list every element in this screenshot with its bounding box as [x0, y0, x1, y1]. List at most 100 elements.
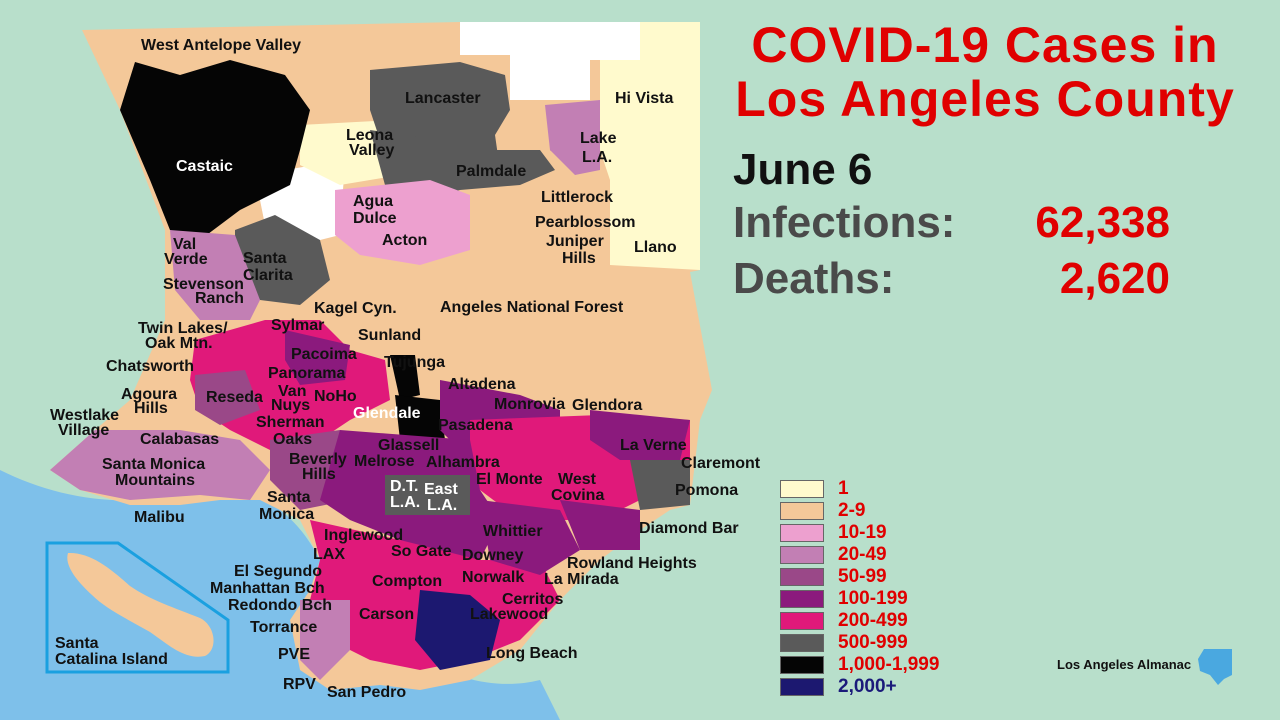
label-pomona: Pomona: [675, 482, 738, 499]
region-lake-la: [545, 100, 600, 175]
label-nuys: Nuys: [271, 397, 310, 414]
legend-label: 20-49: [838, 544, 887, 565]
label-kagel: Kagel Cyn.: [314, 300, 397, 317]
legend: 1 2-9 10-19 20-49 50-99 100-199 200-499 …: [780, 478, 939, 698]
ocean: [0, 470, 560, 720]
label-rpv: RPV: [283, 676, 316, 693]
label-melrose: Melrose: [354, 453, 415, 470]
label-santa-monica-2: Monica: [259, 506, 314, 523]
credit-text: Los Angeles Almanac: [1057, 657, 1192, 672]
catalina-island: [67, 552, 214, 657]
region-dtla: [385, 475, 470, 515]
legend-item: 1: [780, 478, 939, 500]
region-castaic: [120, 60, 310, 240]
label-van: Van: [278, 383, 306, 400]
legend-label: 200-499: [838, 610, 908, 631]
label-rowland: Rowland Heights: [567, 555, 697, 572]
label-sylmar: Sylmar: [271, 317, 324, 334]
label-twin: Twin Lakes/: [138, 320, 228, 337]
label-la-mirada: La Mirada: [544, 571, 619, 588]
title-line-1: COVID-19 Cases in: [751, 17, 1219, 73]
label-lake: Lake: [580, 130, 617, 147]
label-so-gate: So Gate: [391, 543, 452, 560]
label-tujunga: Tujunga: [384, 354, 445, 371]
label-pasadena: Pasadena: [438, 417, 513, 434]
label-redondo: Redondo Bch: [228, 597, 332, 614]
label-santa-monica-1: Santa: [267, 489, 311, 506]
label-littlerock: Littlerock: [541, 189, 613, 206]
place-labels: West Antelope Valley Hi Vista Lancaster …: [50, 37, 761, 701]
label-compton: Compton: [372, 573, 442, 590]
label-lancaster: Lancaster: [405, 90, 481, 107]
legend-label: 2,000+: [838, 676, 897, 697]
legend-swatch: [780, 546, 824, 564]
label-lake-la: L.A.: [582, 149, 612, 166]
legend-label: 100-199: [838, 588, 908, 609]
legend-item: 100-199: [780, 588, 939, 610]
label-valley: Valley: [349, 142, 394, 159]
label-castaic: Castaic: [176, 158, 233, 175]
legend-item: 500-999: [780, 632, 939, 654]
label-llano: Llano: [634, 239, 677, 256]
region-sm-mountains: [50, 430, 270, 500]
label-juniper: Juniper: [546, 233, 604, 250]
legend-label: 1: [838, 478, 849, 499]
legend-item: 10-19: [780, 522, 939, 544]
legend-label: 10-19: [838, 522, 887, 543]
label-verde: Verde: [164, 251, 208, 268]
region-whittier: [480, 500, 580, 575]
region-santa-clarita: [235, 215, 330, 305]
region-blank-north: [460, 22, 640, 100]
legend-swatch: [780, 612, 824, 630]
label-val: Val: [173, 236, 196, 253]
label-la-verne: La Verne: [620, 437, 687, 454]
label-long-beach: Long Beach: [486, 645, 578, 662]
label-pve: PVE: [278, 646, 310, 663]
label-noho: NoHo: [314, 388, 357, 405]
label-norwalk: Norwalk: [462, 569, 524, 586]
region-reseda: [195, 370, 260, 425]
label-dulce: Dulce: [353, 210, 397, 227]
label-cerritos: Cerritos: [502, 591, 563, 608]
legend-item: 200-499: [780, 610, 939, 632]
label-manhattan: Manhattan Bch: [210, 580, 325, 597]
region-pomona: [630, 460, 690, 510]
deaths-label: Deaths:: [733, 254, 895, 303]
label-hills: Hills: [562, 250, 596, 267]
label-smm-1: Santa Monica: [102, 456, 205, 473]
region-acton: [335, 180, 470, 265]
label-sunland: Sunland: [358, 327, 421, 344]
legend-item: 2-9: [780, 500, 939, 522]
label-glendale: Glendale: [353, 405, 421, 422]
region-glendale: [395, 395, 445, 440]
label-pearblossom: Pearblossom: [535, 214, 635, 231]
label-catalina-1: Santa: [55, 635, 99, 652]
label-westlake: Westlake: [50, 407, 119, 424]
label-monrovia: Monrovia: [494, 396, 565, 413]
label-lakewood: Lakewood: [470, 606, 548, 623]
label-san-pedro: San Pedro: [327, 684, 406, 701]
label-alhambra: Alhambra: [426, 454, 500, 471]
label-chatsworth: Chatsworth: [106, 358, 194, 375]
label-lax: LAX: [313, 546, 345, 563]
label-dt: D.T.: [390, 478, 418, 495]
label-oaks: Oaks: [273, 431, 312, 448]
legend-swatch: [780, 634, 824, 652]
label-pacoima: Pacoima: [291, 346, 357, 363]
legend-item: 50-99: [780, 566, 939, 588]
region-long-beach: [415, 590, 500, 670]
label-hi-vista: Hi Vista: [615, 90, 674, 107]
legend-swatch: [780, 502, 824, 520]
label-east-la: L.A.: [427, 497, 457, 514]
label-west: West: [558, 471, 597, 488]
legend-swatch: [780, 524, 824, 542]
label-calabasas: Calabasas: [140, 431, 219, 448]
region-val-verde: [170, 230, 260, 320]
region-hi-vista: [600, 22, 700, 270]
infections-label: Infections:: [733, 198, 956, 247]
label-el-segundo: El Segundo: [234, 563, 322, 580]
title-line-2: Los Angeles County: [735, 71, 1235, 127]
legend-swatch: [780, 480, 824, 498]
region-diamond-bar: [560, 500, 640, 550]
label-downey: Downey: [462, 547, 523, 564]
